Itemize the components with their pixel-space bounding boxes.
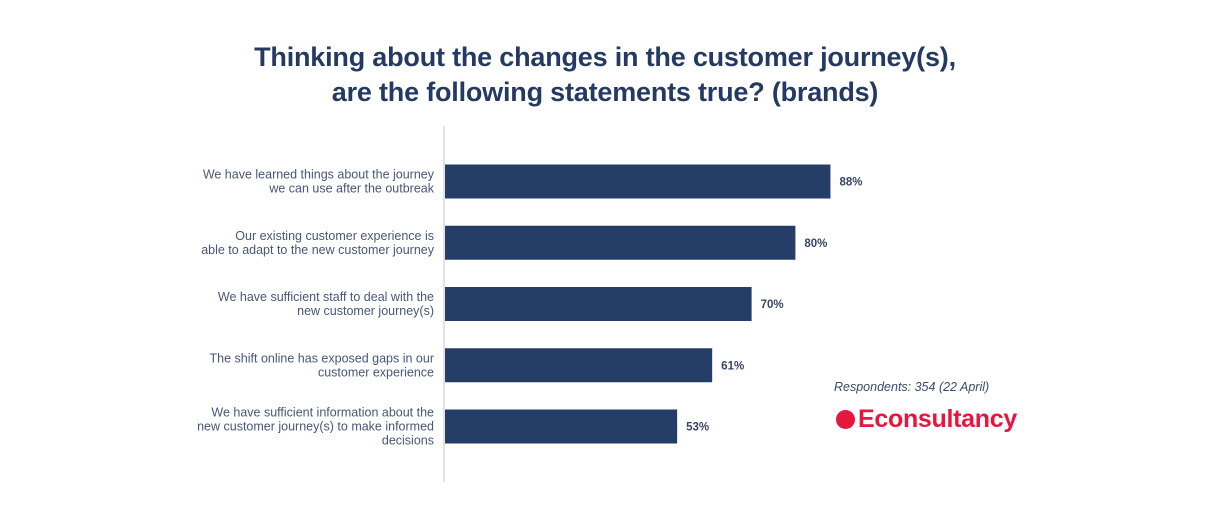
- respondents-note: Respondents: 354 (22 April): [834, 380, 990, 394]
- category-label-4-line-1: The shift online has exposed gaps in our: [210, 351, 434, 365]
- chart-title-line-2: are the following statements true? (bran…: [331, 77, 879, 107]
- value-label-2: 80%: [804, 238, 827, 250]
- value-label-3: 70%: [761, 299, 784, 311]
- bar-1: [445, 164, 831, 199]
- category-label-1-line-2: we can use after the outbreak: [268, 182, 434, 196]
- chart-title: Thinking about the changes in the custom…: [0, 40, 1210, 110]
- bar-2: [445, 225, 796, 260]
- category-label-3-line-2: new customer journey(s): [297, 304, 434, 318]
- category-label-1-line-1: We have learned things about the journey: [203, 168, 435, 182]
- category-label-2-line-1: Our existing customer experience is: [235, 229, 434, 243]
- category-label-2-line-2: able to adapt to the new customer journe…: [201, 243, 435, 257]
- category-label-5-line-2: new customer journey(s) to make informed: [197, 420, 434, 434]
- logo-wordmark: Econsultancy: [858, 405, 1017, 433]
- econsultancy-logo: Econsultancy: [836, 405, 1017, 434]
- category-label-3-line-1: We have sufficient staff to deal with th…: [218, 290, 434, 304]
- category-label-5-line-3: decisions: [382, 434, 434, 448]
- value-label-4: 61%: [721, 360, 744, 372]
- bar-4: [445, 348, 713, 383]
- category-label-4-line-2: customer experience: [318, 365, 434, 379]
- logo-dot-icon: [836, 410, 855, 429]
- value-label-5: 53%: [686, 422, 709, 434]
- value-label-1: 88%: [839, 177, 862, 189]
- chart-title-line-1: Thinking about the changes in the custom…: [254, 42, 956, 72]
- bar-3: [445, 287, 752, 321]
- bar-5: [445, 409, 678, 444]
- category-label-5-line-1: We have sufficient information about the: [211, 406, 434, 420]
